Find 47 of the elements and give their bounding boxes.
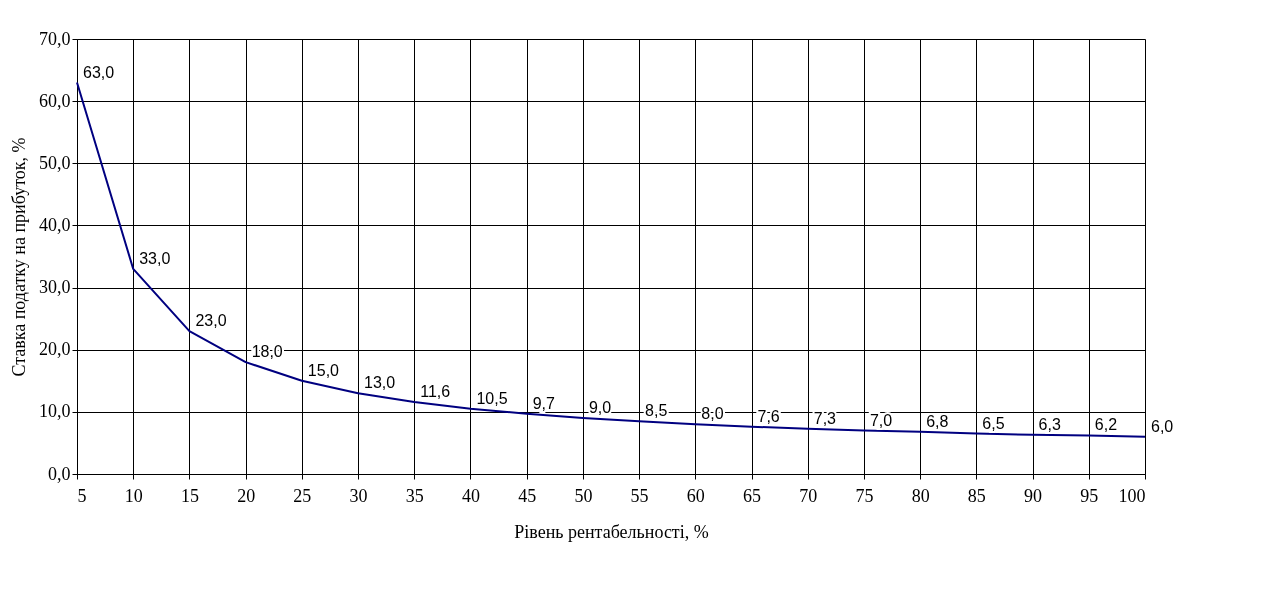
x-tick-label: 75 bbox=[855, 485, 874, 506]
x-tick-label: 35 bbox=[405, 485, 424, 506]
data-label: 33,0 bbox=[139, 249, 171, 267]
x-tick-label: 85 bbox=[967, 485, 986, 506]
data-label: 6,5 bbox=[982, 414, 1005, 432]
data-label: 6,2 bbox=[1094, 416, 1118, 434]
x-tick-label: 10 bbox=[124, 485, 143, 506]
x-tick-label: 80 bbox=[911, 485, 930, 506]
y-tick-label: 20,0 bbox=[39, 339, 71, 360]
x-tick-label: 40 bbox=[461, 485, 480, 506]
data-label: 9,7 bbox=[532, 394, 556, 412]
line-series bbox=[76, 81, 1146, 438]
data-label: 11,6 bbox=[420, 382, 451, 400]
x-axis-title: Рівень рентабельності, % bbox=[514, 521, 709, 542]
x-tick-label: 45 bbox=[518, 485, 537, 506]
x-tick-label: 100 bbox=[1118, 485, 1146, 506]
x-tick-label: 5 bbox=[77, 485, 87, 506]
y-axis-title: Ставка податку на прибуток, % bbox=[9, 137, 29, 377]
y-tick-label: 50,0 bbox=[39, 152, 71, 173]
y-tick-label: 10,0 bbox=[39, 401, 71, 422]
data-label: 9,0 bbox=[588, 399, 612, 417]
data-label: 6,0 bbox=[1151, 417, 1174, 435]
data-label: 7,6 bbox=[757, 407, 780, 425]
x-tick-label: 50 bbox=[574, 485, 593, 506]
y-tick-label: 60,0 bbox=[39, 90, 71, 111]
data-label: 6,3 bbox=[1038, 415, 1061, 433]
x-tick-label: 55 bbox=[630, 485, 649, 506]
x-tick-label: 15 bbox=[180, 485, 199, 506]
y-tick-label: 40,0 bbox=[39, 214, 71, 235]
y-tick-label: 30,0 bbox=[39, 277, 71, 298]
x-tick-label: 65 bbox=[743, 485, 762, 506]
data-label: 7,0 bbox=[869, 411, 893, 429]
data-label: 6,8 bbox=[926, 412, 949, 430]
data-label: 63,0 bbox=[83, 63, 115, 81]
data-label: 10,5 bbox=[476, 389, 508, 407]
y-tick-label: 0,0 bbox=[48, 463, 71, 484]
x-tick-label: 30 bbox=[349, 485, 368, 506]
x-tick-label: 95 bbox=[1080, 485, 1099, 506]
y-tick-label: 70,0 bbox=[39, 28, 71, 49]
x-tick-label: 70 bbox=[799, 485, 818, 506]
data-label: 15,0 bbox=[307, 361, 340, 379]
x-tick-label: 25 bbox=[293, 485, 312, 506]
x-tick-label: 60 bbox=[686, 485, 705, 506]
x-tick-label: 90 bbox=[1024, 485, 1043, 506]
data-label: 23,0 bbox=[195, 312, 227, 330]
x-tick-label: 20 bbox=[237, 485, 256, 506]
data-label: 13,0 bbox=[364, 374, 396, 392]
